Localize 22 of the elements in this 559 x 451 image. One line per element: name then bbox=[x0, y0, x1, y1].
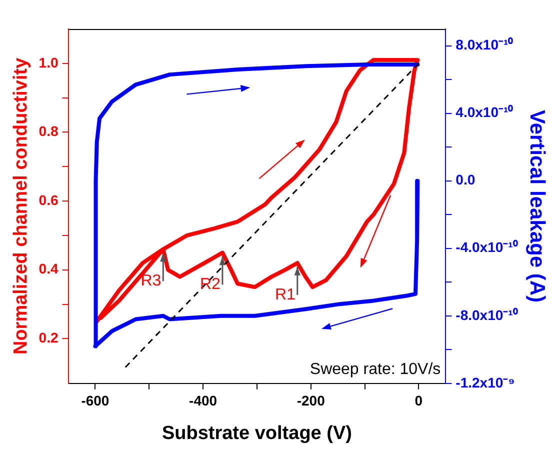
y2-tick-label: -4.0x10⁻¹⁰ bbox=[456, 239, 518, 256]
x-tick-label: 0 bbox=[414, 392, 423, 409]
x-tick-label: -400 bbox=[189, 392, 218, 409]
y-tick-label: 0.6 bbox=[38, 192, 58, 208]
y2-tick-label: -8.0x10⁻¹⁰ bbox=[456, 306, 518, 323]
y2-tick-label: 4.0x10⁻¹⁰ bbox=[456, 104, 514, 120]
y2-tick-label: 0.0 bbox=[456, 172, 476, 188]
y2-tick-label: -1.2x10⁻⁹ bbox=[456, 374, 515, 390]
x-axis-title: Substrate voltage (V) bbox=[162, 422, 352, 444]
y-tick-label: 0.4 bbox=[38, 260, 58, 277]
x-tick-label: -200 bbox=[296, 392, 326, 409]
annotation: Sweep rate: 10V/s bbox=[310, 360, 441, 378]
y2-tick-label: 8.0x10⁻¹⁰ bbox=[456, 36, 514, 53]
annotation: R1 bbox=[274, 286, 296, 304]
y-tick-label: 0.8 bbox=[38, 123, 58, 140]
y2-axis-title: Vertical leakage (A) bbox=[526, 110, 549, 303]
y-tick-label: 0.2 bbox=[38, 330, 58, 346]
x-tick-label: -600 bbox=[81, 392, 110, 409]
y-axis-title: Normalized channel conductivity bbox=[10, 57, 32, 355]
y-tick-label: 1.0 bbox=[38, 54, 58, 70]
annotation: R2 bbox=[200, 276, 221, 294]
annotation: R3 bbox=[140, 272, 162, 290]
